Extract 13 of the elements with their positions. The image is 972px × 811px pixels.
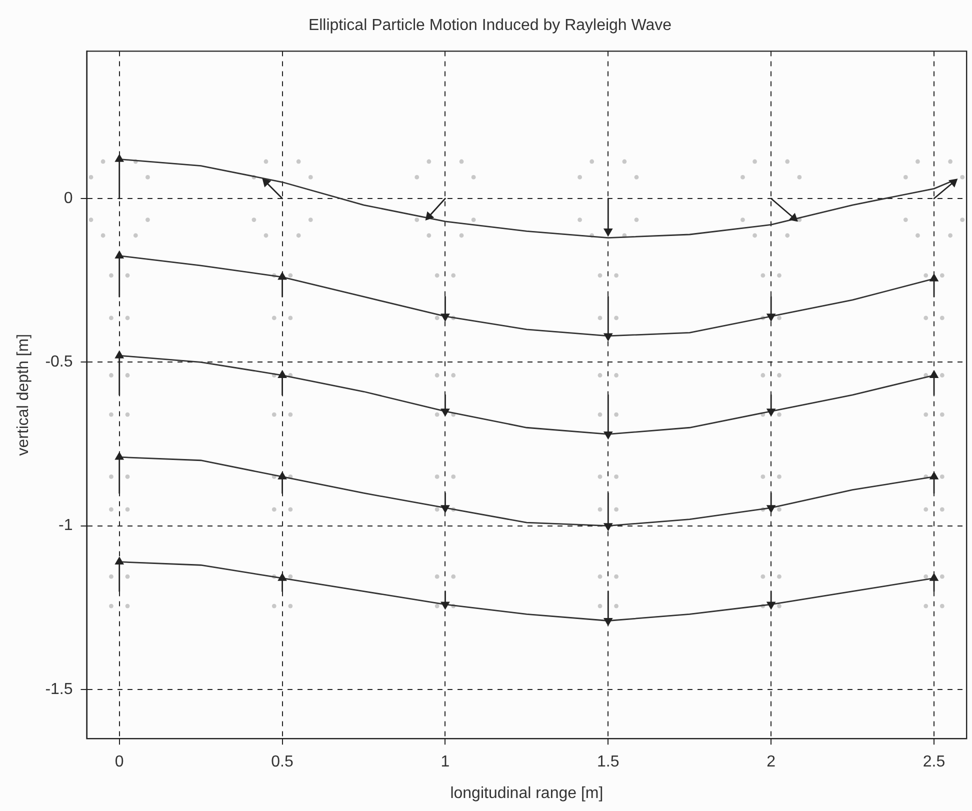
x-axis-title: longitudinal range [m]: [450, 784, 604, 802]
x-tick-label: 2.5: [922, 754, 946, 771]
x-tick-label: 0: [114, 754, 124, 771]
y-axis-title: vertical depth [m]: [15, 334, 32, 456]
chart-title: Elliptical Particle Motion Induced by Rayleigh Wave: [308, 17, 672, 34]
x-tick-label: 0.5: [271, 754, 294, 771]
y-tick-label: -1: [58, 517, 73, 534]
y-tick-label: -0.5: [45, 354, 73, 371]
x-tick-label: 1.5: [597, 754, 620, 771]
x-tick-label: 1: [440, 754, 450, 771]
x-tick-label: 2: [766, 754, 776, 771]
y-tick-label: 0: [64, 190, 73, 207]
y-tick-label: -1.5: [45, 680, 73, 698]
